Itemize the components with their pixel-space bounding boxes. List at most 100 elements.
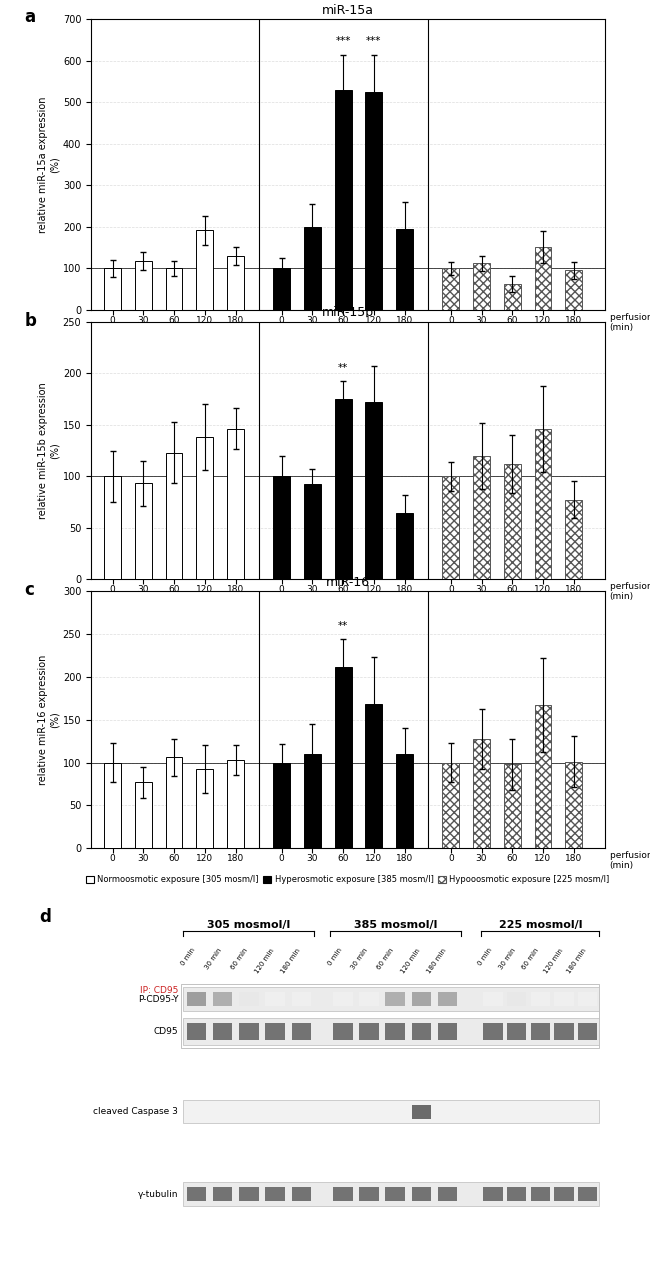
Bar <box>104 763 121 849</box>
Bar <box>438 1023 458 1040</box>
Bar <box>183 1100 599 1123</box>
Bar <box>438 1187 458 1201</box>
Bar <box>239 1023 259 1040</box>
Bar <box>534 705 551 849</box>
Title: miR-15b: miR-15b <box>322 306 374 319</box>
Bar <box>333 1023 353 1040</box>
Text: 225 mosmol/l: 225 mosmol/l <box>499 920 582 931</box>
Text: **: ** <box>338 363 348 373</box>
Bar <box>265 1023 285 1040</box>
Text: 180 min: 180 min <box>566 947 588 974</box>
Bar <box>534 247 551 310</box>
Bar <box>227 760 244 849</box>
Text: 30 min: 30 min <box>498 947 517 970</box>
Bar <box>304 227 321 310</box>
Bar <box>166 758 183 849</box>
Bar <box>196 231 213 310</box>
Bar <box>411 992 431 1006</box>
Bar <box>213 992 233 1006</box>
Bar <box>239 992 259 1006</box>
Bar <box>385 992 405 1006</box>
Text: 305 mosmol/l: 305 mosmol/l <box>207 920 291 931</box>
Bar <box>578 1187 597 1201</box>
Bar <box>166 268 183 310</box>
Text: ***: *** <box>335 36 351 46</box>
Bar <box>442 763 459 849</box>
Bar <box>507 1023 526 1040</box>
Bar <box>213 1023 233 1040</box>
Bar <box>104 476 121 579</box>
Bar <box>196 769 213 849</box>
Bar <box>396 229 413 310</box>
Bar <box>396 754 413 849</box>
Bar <box>554 1023 574 1040</box>
Text: 385 mosmol/l: 385 mosmol/l <box>354 920 437 931</box>
Bar <box>183 987 599 1010</box>
Bar <box>135 782 151 849</box>
Bar <box>104 268 121 310</box>
Bar <box>411 1023 431 1040</box>
Text: IP: CD95: IP: CD95 <box>140 986 178 995</box>
Legend: Normoosmotic exposure [305 mosm/l], Hyperosmotic exposure [385 mosm/l], Hypooosm: Normoosmotic exposure [305 mosm/l], Hype… <box>83 872 613 887</box>
Text: 0 min: 0 min <box>476 947 493 967</box>
Bar <box>566 762 582 849</box>
Title: miR-16: miR-16 <box>326 576 370 588</box>
Text: 180 min: 180 min <box>280 947 302 974</box>
Bar <box>504 285 521 310</box>
Bar <box>442 476 459 579</box>
Text: 60 min: 60 min <box>230 947 249 970</box>
Bar <box>227 256 244 310</box>
Bar <box>291 1023 311 1040</box>
Bar <box>473 455 490 579</box>
Bar <box>273 268 290 310</box>
Bar <box>239 1187 259 1201</box>
Bar <box>291 1187 311 1201</box>
Bar <box>291 992 311 1006</box>
Bar <box>365 704 382 849</box>
Text: **: ** <box>338 622 348 631</box>
Text: 60 min: 60 min <box>521 947 540 970</box>
Text: γ-tubulin: γ-tubulin <box>138 1190 178 1199</box>
Text: 0 min: 0 min <box>180 947 196 967</box>
Bar <box>534 429 551 579</box>
Bar <box>504 764 521 849</box>
Bar <box>484 1187 503 1201</box>
Text: 120 min: 120 min <box>400 947 421 974</box>
Bar <box>554 1187 574 1201</box>
Text: perfusion time
(min): perfusion time (min) <box>610 313 650 332</box>
Bar <box>183 1018 599 1045</box>
Bar <box>196 437 213 579</box>
Bar <box>335 399 352 579</box>
Text: 180 min: 180 min <box>426 947 448 974</box>
Title: miR-15a: miR-15a <box>322 4 374 17</box>
Text: c: c <box>24 581 34 599</box>
Bar <box>359 1023 379 1040</box>
Y-axis label: relative miR-15b expression
(%): relative miR-15b expression (%) <box>38 382 60 519</box>
Bar <box>507 1187 526 1201</box>
Bar <box>530 992 550 1006</box>
Bar <box>566 500 582 579</box>
Bar <box>396 513 413 579</box>
Bar <box>385 1023 405 1040</box>
Bar <box>484 992 503 1006</box>
Text: 30 min: 30 min <box>203 947 223 970</box>
Bar <box>365 403 382 579</box>
Y-axis label: relative miR-15a expression
(%): relative miR-15a expression (%) <box>38 96 60 233</box>
Text: d: d <box>40 908 51 926</box>
Bar <box>365 92 382 310</box>
Bar <box>183 1182 599 1205</box>
Text: ***: *** <box>366 36 382 46</box>
Bar <box>578 1023 597 1040</box>
Bar <box>530 1187 550 1201</box>
Text: 120 min: 120 min <box>543 947 564 974</box>
Bar <box>273 763 290 849</box>
Bar <box>187 1187 206 1201</box>
Bar <box>385 1187 405 1201</box>
Text: 120 min: 120 min <box>254 947 275 974</box>
Bar <box>135 483 151 579</box>
Text: 0 min: 0 min <box>326 947 343 967</box>
Text: a: a <box>24 8 35 26</box>
Bar <box>166 453 183 579</box>
Bar <box>265 1187 285 1201</box>
Bar <box>273 476 290 579</box>
